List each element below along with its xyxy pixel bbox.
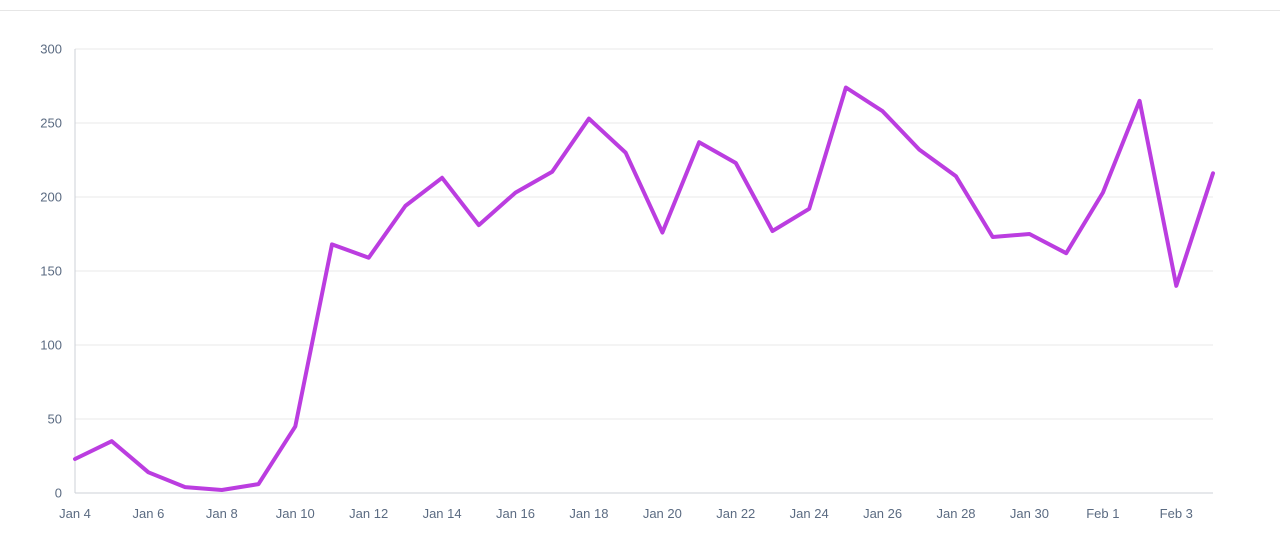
x-axis-label: Feb 1	[1086, 506, 1119, 521]
x-axis-label: Jan 18	[569, 506, 608, 521]
x-axis-label: Jan 16	[496, 506, 535, 521]
y-axis-label: 200	[40, 190, 62, 205]
series-line	[73, 85, 1215, 492]
x-axis-label: Jan 6	[133, 506, 165, 521]
x-axis-label: Jan 22	[716, 506, 755, 521]
x-axis-label: Jan 12	[349, 506, 388, 521]
x-axis-label: Jan 8	[206, 506, 238, 521]
y-axis-label: 50	[48, 412, 62, 427]
y-axis-label: 300	[40, 42, 62, 57]
x-axis-label: Jan 20	[643, 506, 682, 521]
x-axis-label: Jan 28	[937, 506, 976, 521]
y-axis-label: 250	[40, 116, 62, 131]
x-axis-label: Feb 3	[1160, 506, 1193, 521]
x-axis-label: Jan 24	[790, 506, 829, 521]
y-axis-label: 150	[40, 264, 62, 279]
top-divider	[0, 10, 1280, 11]
y-axis-label: 100	[40, 338, 62, 353]
x-axis-label: Jan 10	[276, 506, 315, 521]
x-axis-label: Jan 30	[1010, 506, 1049, 521]
x-axis-label: Jan 26	[863, 506, 902, 521]
y-axis-label: 0	[55, 486, 62, 501]
x-axis-label: Jan 14	[423, 506, 462, 521]
x-axis-label: Jan 4	[59, 506, 91, 521]
